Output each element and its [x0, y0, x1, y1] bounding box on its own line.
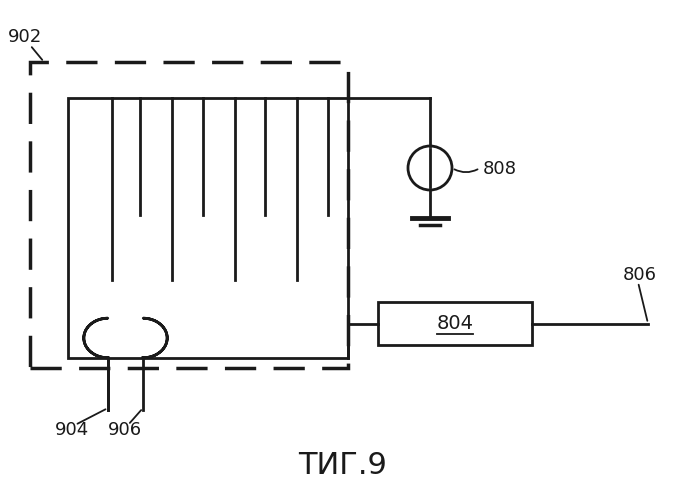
Text: 902: 902	[8, 28, 43, 46]
Bar	[378, 302, 532, 345]
Text: 806: 806	[623, 266, 657, 284]
Text: 804: 804	[436, 314, 473, 333]
Text: ΤИГ.9: ΤИГ.9	[298, 450, 388, 480]
Bar	[30, 62, 348, 368]
Bar	[68, 98, 348, 358]
Text: 906: 906	[108, 421, 142, 439]
Text: 808: 808	[483, 160, 517, 178]
Text: 904: 904	[55, 421, 89, 439]
